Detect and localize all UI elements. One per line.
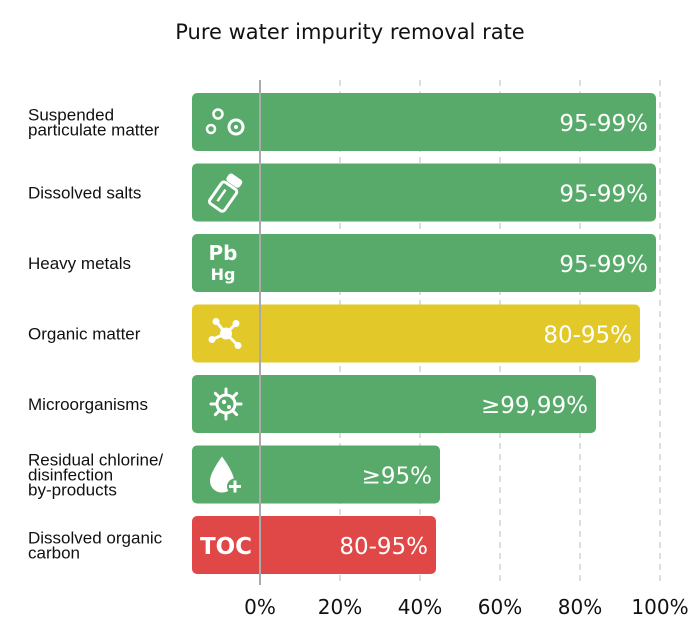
x-tick-label: 100% <box>631 595 688 619</box>
data-label: ≥99,99% <box>481 393 588 419</box>
bar-group: Residual chlorine/disinfectionby-product… <box>28 445 440 504</box>
bar-group: Organic matter 80-95% <box>28 304 640 363</box>
category-label: Organic matter <box>28 325 141 344</box>
bar <box>192 516 436 574</box>
category-label: disinfection <box>28 466 113 485</box>
x-tick-label: 60% <box>478 595 522 619</box>
category-label: Microorganisms <box>28 395 148 414</box>
cell <box>215 393 237 415</box>
element-symbol: Pb <box>209 241 238 265</box>
element-symbol: Hg <box>211 265 236 284</box>
bar <box>192 445 440 504</box>
bubble <box>212 108 224 120</box>
category-label: Residual chlorine/ <box>28 451 163 470</box>
bubble-core <box>234 125 238 129</box>
x-tick-label: 40% <box>398 595 442 619</box>
bar <box>192 304 640 363</box>
droplet-plus-icon <box>210 456 243 495</box>
atom <box>212 318 220 325</box>
bubble <box>227 118 245 136</box>
category-label: by-products <box>28 481 117 500</box>
bar <box>192 163 656 222</box>
toc-icon: TOC <box>200 534 252 560</box>
data-label: 95-99% <box>559 252 648 278</box>
category-label: Dissolved salts <box>28 184 141 203</box>
dot <box>221 399 227 405</box>
atom <box>232 320 240 327</box>
data-label: 80-95% <box>543 323 632 349</box>
bubbles-icon <box>205 108 245 136</box>
category-label: particulate matter <box>28 121 160 140</box>
atom <box>208 336 216 343</box>
bubble <box>205 123 217 135</box>
bar <box>192 93 656 151</box>
dot <box>227 405 231 409</box>
shaker-line <box>216 188 227 202</box>
atom <box>220 327 232 340</box>
category-label: Suspended <box>28 106 114 125</box>
molecule-icon <box>208 318 242 349</box>
x-tick-label: 0% <box>244 595 276 619</box>
x-tick-label: 80% <box>558 595 602 619</box>
x-tick-label: 20% <box>318 595 362 619</box>
bar <box>192 234 656 292</box>
bar <box>192 375 596 433</box>
data-label: 95-99% <box>559 111 648 137</box>
chart-title: Pure water impurity removal rate <box>175 20 525 44</box>
shaker-jar <box>207 180 239 213</box>
category-label: carbon <box>28 544 80 563</box>
category-label: Dissolved organic <box>28 529 163 548</box>
bar-group: Dissolved salts 95-99% <box>28 163 656 222</box>
salt-shaker-icon <box>207 173 243 213</box>
bar-group: Microorganisms ≥99,99% <box>28 375 596 433</box>
virus-icon <box>209 387 243 421</box>
data-label: 95-99% <box>559 182 648 208</box>
data-label: ≥95% <box>362 464 432 490</box>
category-label: Heavy metals <box>28 254 131 273</box>
shaker-body <box>207 173 243 213</box>
atom <box>234 342 242 349</box>
toc-text: TOC <box>200 534 252 560</box>
data-label: 80-95% <box>339 534 428 560</box>
shaker-cap <box>226 173 243 188</box>
